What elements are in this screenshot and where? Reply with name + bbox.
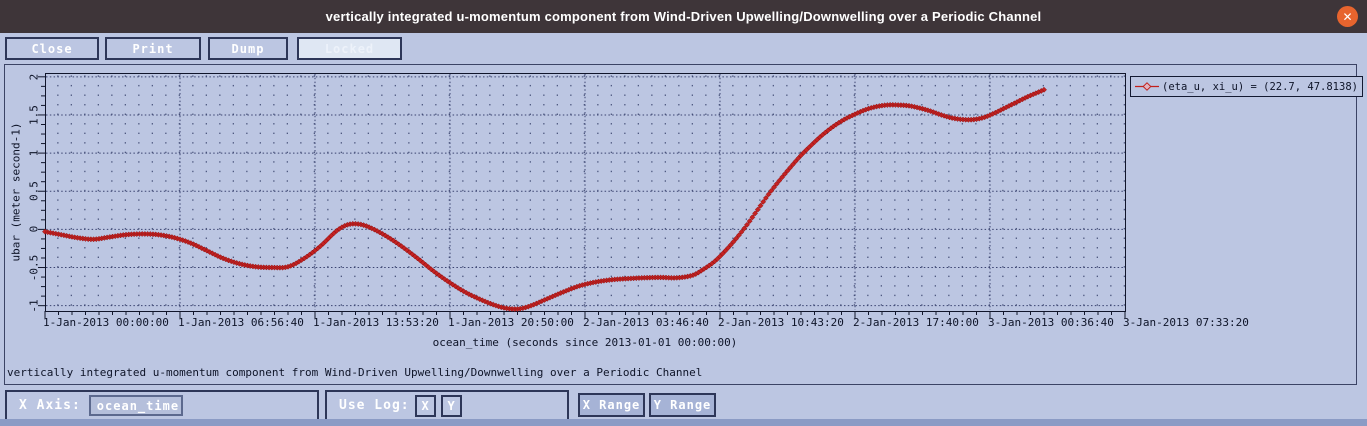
x-tick-label: 1-Jan-2013 13:53:20 [313, 316, 439, 329]
print-button[interactable]: Print [105, 37, 201, 60]
x-range-button[interactable]: X Range [578, 393, 645, 417]
window-title: vertically integrated u-momentum compone… [325, 9, 1042, 24]
window-bottom-edge [0, 419, 1367, 426]
close-button[interactable]: Close [5, 37, 99, 60]
legend: (eta_u, xi_u) = (22.7, 47.8138) [1130, 76, 1363, 97]
x-tick-label: 1-Jan-2013 00:00:00 [43, 316, 169, 329]
y-tick-label: -0.5 [27, 254, 41, 281]
y-range-button[interactable]: Y Range [649, 393, 716, 417]
x-axis-group: X Axis: [5, 390, 319, 421]
x-tick-label: 1-Jan-2013 06:56:40 [178, 316, 304, 329]
x-tick-label: 2-Jan-2013 10:43:20 [718, 316, 844, 329]
y-tick-label: 1.5 [27, 105, 41, 125]
y-tick-label: -1 [27, 299, 41, 313]
legend-line-diamond-icon [1135, 82, 1159, 91]
y-tick-label: 0.5 [27, 181, 41, 202]
x-tick-label: 3-Jan-2013 00:36:40 [988, 316, 1114, 329]
x-tick-label: 1-Jan-2013 20:50:00 [448, 316, 574, 329]
use-log-group: Use Log: X Y [325, 390, 569, 421]
plot-frame: 1-Jan-2013 00:00:00 1-Jan-2013 06:56:40 1-… [4, 64, 1357, 385]
legend-label: (eta_u, xi_u) = (22.7, 47.8138) [1162, 80, 1358, 93]
log-y-button[interactable]: Y [440, 394, 462, 417]
window-close-button[interactable]: ✕ [1337, 6, 1358, 27]
y-tick-label: 1 [27, 149, 41, 157]
toolbar: Close Print Dump Locked [0, 37, 1367, 61]
major-gridlines [46, 74, 1124, 310]
x-tick-label: 2-Jan-2013 03:46:40 [583, 316, 709, 329]
x-axis-label: X Axis: [19, 398, 81, 413]
log-x-button[interactable]: X [414, 394, 436, 417]
use-log-label: Use Log: [339, 398, 410, 413]
chart-canvas [38, 73, 1126, 318]
locked-button[interactable]: Locked [297, 37, 402, 60]
y-axis-title: ubar (meter second-1) [9, 122, 23, 262]
titlebar: vertically integrated u-momentum compone… [0, 0, 1367, 33]
axis-ticks [38, 76, 1126, 318]
x-axis-title: ocean_time (seconds since 2013-01-01 00:… [432, 336, 738, 349]
y-tick-label: 0 [27, 226, 41, 233]
x-axis-input[interactable] [88, 395, 183, 416]
dump-button[interactable]: Dump [208, 37, 288, 60]
close-icon: ✕ [1342, 9, 1353, 24]
plot-caption: vertically integrated u-momentum compone… [7, 366, 703, 379]
x-tick-label: 2-Jan-2013 17:40:00 [853, 316, 979, 329]
y-tick-label: 2 [27, 73, 41, 81]
data-markers [42, 86, 1047, 313]
x-tick-label: 3-Jan-2013 07:33:20 [1123, 316, 1249, 329]
